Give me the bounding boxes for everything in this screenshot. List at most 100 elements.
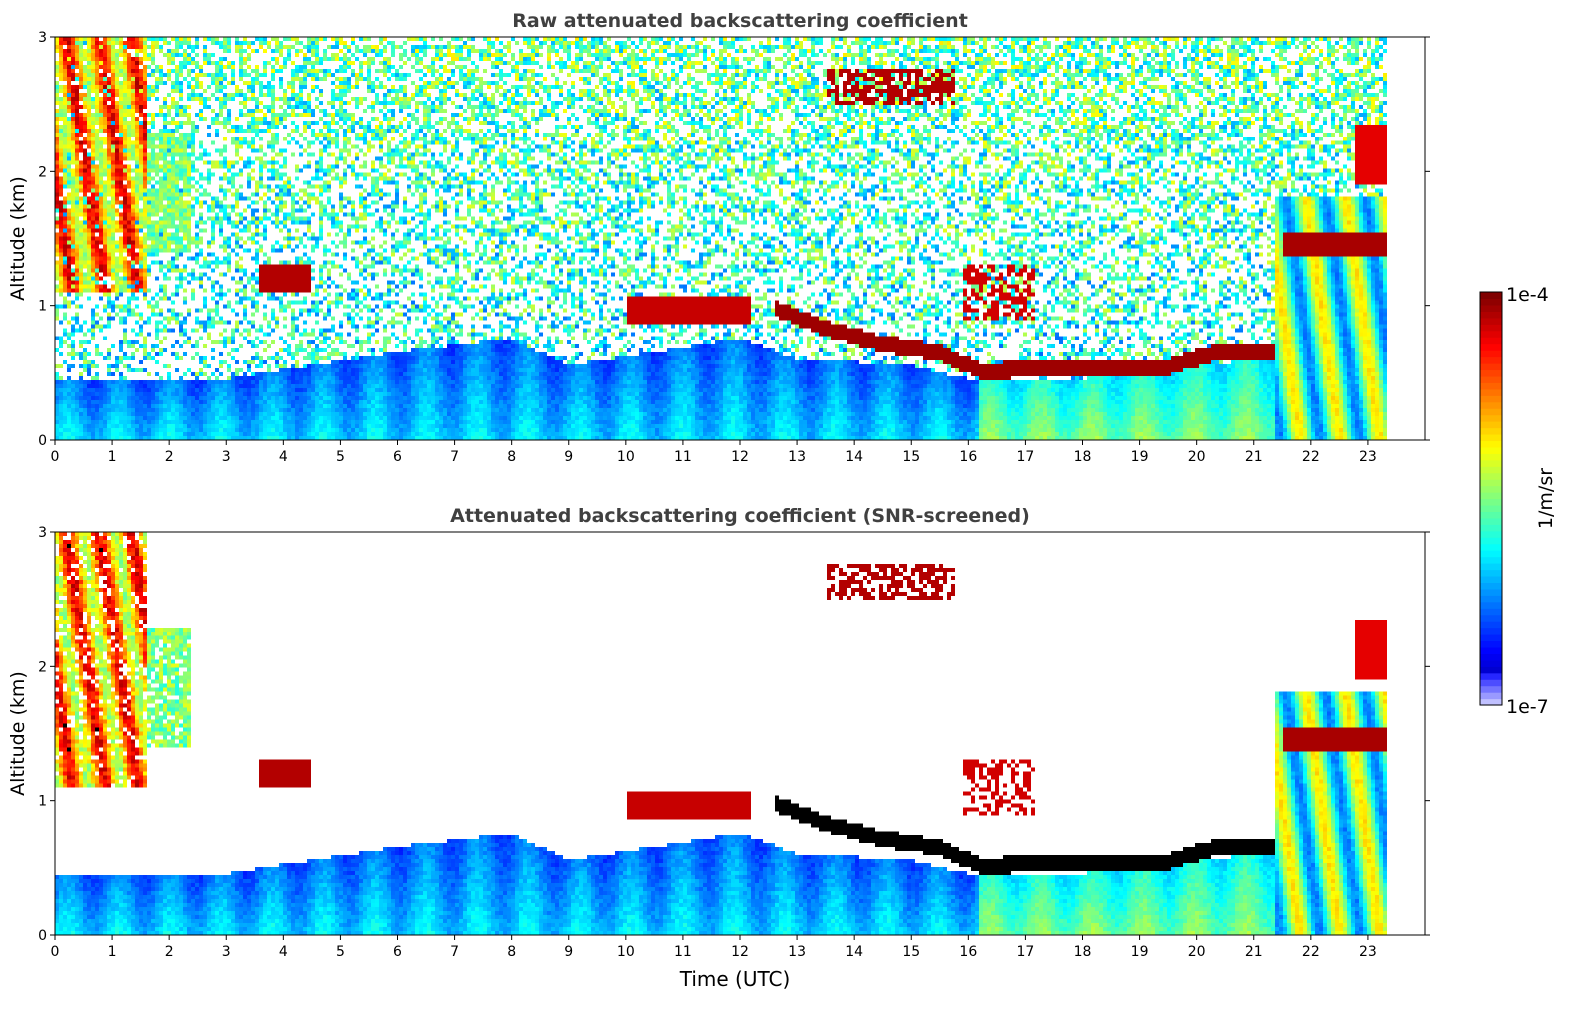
- colorbar-segment: [1480, 679, 1502, 687]
- backscatter-heatmap: [55, 532, 1387, 935]
- x-tick-label: 4: [279, 449, 288, 465]
- colorbar-segment: [1480, 453, 1502, 461]
- x-tick-label: 18: [1074, 944, 1092, 960]
- x-tick-label: 4: [279, 944, 288, 960]
- colorbar-label: 1/m/sr: [1535, 468, 1557, 529]
- backscatter-heatmap: [55, 37, 1387, 440]
- colorbar-segment: [1480, 343, 1502, 351]
- y-tick-label: 3: [38, 525, 47, 541]
- colorbar-segment: [1480, 440, 1502, 448]
- x-tick-label: 0: [51, 449, 60, 465]
- colorbar-segment: [1480, 362, 1502, 371]
- y-axis-label: Altitude (km): [7, 671, 29, 796]
- x-tick-label: 15: [902, 944, 920, 960]
- x-tick-label: 20: [1188, 449, 1206, 465]
- colorbar-segment: [1480, 646, 1502, 654]
- x-tick-label: 8: [507, 449, 516, 465]
- x-tick-label: 5: [336, 449, 345, 465]
- x-tick-label: 1: [108, 944, 117, 960]
- x-tick-label: 11: [674, 449, 692, 465]
- x-tick-label: 0: [51, 944, 60, 960]
- y-tick-label: 1: [38, 794, 47, 810]
- colorbar-segment: [1480, 479, 1502, 487]
- x-tick-label: 17: [1017, 944, 1035, 960]
- x-tick-label: 13: [788, 449, 806, 465]
- x-tick-label: 13: [788, 944, 806, 960]
- colorbar-segment: [1480, 472, 1502, 480]
- x-tick-label: 23: [1359, 449, 1377, 465]
- x-tick-label: 16: [959, 449, 977, 465]
- x-tick-label: 19: [1131, 449, 1149, 465]
- x-tick-label: 12: [731, 449, 749, 465]
- x-tick-label: 7: [450, 449, 459, 465]
- colorbar-segment: [1480, 543, 1502, 551]
- colorbar-segment: [1480, 659, 1502, 667]
- colorbar-segment: [1480, 511, 1502, 519]
- x-tick-label: 18: [1074, 449, 1092, 465]
- colorbar-segment: [1480, 459, 1502, 467]
- colorbar-segment: [1480, 311, 1502, 319]
- colorbar-segment: [1480, 485, 1502, 493]
- y-tick-label: 1: [38, 299, 47, 315]
- y-axis-label: Altitude (km): [7, 176, 29, 301]
- x-tick-label: 10: [617, 944, 635, 960]
- x-tick-label: 9: [564, 449, 573, 465]
- x-axis-label: Time (UTC): [679, 967, 791, 991]
- x-tick-label: 21: [1245, 449, 1263, 465]
- colorbar-segment: [1480, 395, 1502, 403]
- colorbar-segment: [1480, 337, 1502, 345]
- colorbar-segment: [1480, 388, 1502, 396]
- colorbar-min-label: 1e-7: [1506, 696, 1549, 718]
- colorbar-segment: [1480, 575, 1502, 583]
- colorbar-segment: [1480, 672, 1502, 680]
- x-tick-label: 14: [845, 944, 863, 960]
- x-tick-label: 17: [1017, 449, 1035, 465]
- colorbar-segment: [1480, 466, 1502, 474]
- x-tick-label: 12: [731, 944, 749, 960]
- colorbar-segment: [1480, 608, 1502, 616]
- colorbar-segment: [1480, 634, 1502, 642]
- x-tick-label: 16: [959, 944, 977, 960]
- x-tick-label: 19: [1131, 944, 1149, 960]
- colorbar-segment: [1480, 698, 1502, 706]
- x-tick-label: 22: [1302, 449, 1320, 465]
- colorbar-segment: [1480, 569, 1502, 577]
- colorbar-segment: [1480, 350, 1502, 358]
- colorbar-segment: [1480, 640, 1502, 648]
- colorbar-segment: [1480, 401, 1502, 409]
- colorbar-segment: [1480, 356, 1502, 364]
- colorbar-segment: [1480, 595, 1502, 603]
- colorbar-segment: [1480, 492, 1502, 500]
- x-tick-label: 6: [393, 944, 402, 960]
- colorbar-segment: [1480, 433, 1502, 442]
- colorbar-segment: [1480, 421, 1502, 429]
- colorbar-segment: [1480, 524, 1502, 532]
- colorbar-segment: [1480, 601, 1502, 609]
- x-tick-label: 8: [507, 944, 516, 960]
- colorbar-segment: [1480, 685, 1502, 693]
- snr-screened-backscatter-panel: 0 1 2 3 4 5 6 7 8 9 10 11 12 13 14 15 16 17 18 19 20 21 22 2301…: [7, 505, 1430, 991]
- colorbar-segment: [1480, 614, 1502, 622]
- colorbar-segment: [1480, 375, 1502, 383]
- colorbar-segment: [1480, 317, 1502, 325]
- x-tick-label: 14: [845, 449, 863, 465]
- colorbar-segment: [1480, 653, 1502, 661]
- colorbar-segment: [1480, 550, 1502, 558]
- colorbar-segment: [1480, 517, 1502, 525]
- colorbar-max-label: 1e-4: [1506, 284, 1549, 306]
- x-tick-label: 3: [222, 449, 231, 465]
- colorbar-segment: [1480, 621, 1502, 629]
- x-tick-label: 20: [1188, 944, 1206, 960]
- y-tick-label: 3: [38, 30, 47, 46]
- colorbar-segment: [1480, 582, 1502, 590]
- colorbar-segment: [1480, 330, 1502, 338]
- y-tick-label: 2: [38, 164, 47, 180]
- colorbar-segment: [1480, 692, 1502, 700]
- colorbar-segment: [1480, 666, 1502, 674]
- x-tick-label: 3: [222, 944, 231, 960]
- x-tick-label: 21: [1245, 944, 1263, 960]
- colorbar-segment: [1480, 382, 1502, 390]
- x-tick-label: 7: [450, 944, 459, 960]
- colorbar-segment: [1480, 304, 1502, 312]
- colorbar-segment: [1480, 563, 1502, 571]
